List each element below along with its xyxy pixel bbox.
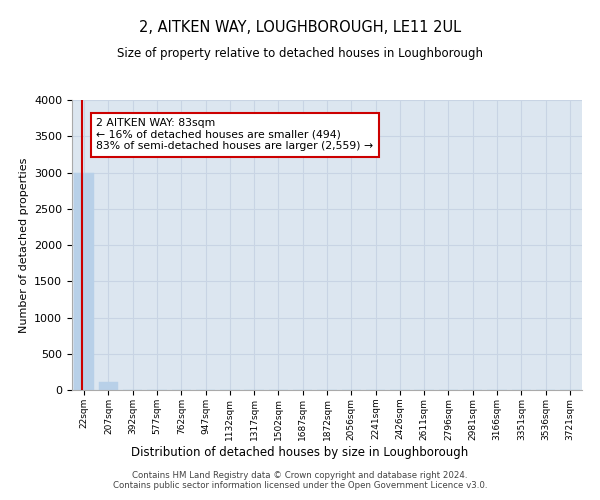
Text: Distribution of detached houses by size in Loughborough: Distribution of detached houses by size … xyxy=(131,446,469,459)
Y-axis label: Number of detached properties: Number of detached properties xyxy=(19,158,29,332)
Text: Contains HM Land Registry data © Crown copyright and database right 2024.
Contai: Contains HM Land Registry data © Crown c… xyxy=(113,470,487,490)
Text: 2, AITKEN WAY, LOUGHBOROUGH, LE11 2UL: 2, AITKEN WAY, LOUGHBOROUGH, LE11 2UL xyxy=(139,20,461,35)
Text: Size of property relative to detached houses in Loughborough: Size of property relative to detached ho… xyxy=(117,48,483,60)
Bar xyxy=(74,172,94,390)
Text: 2 AITKEN WAY: 83sqm
← 16% of detached houses are smaller (494)
83% of semi-detac: 2 AITKEN WAY: 83sqm ← 16% of detached ho… xyxy=(96,118,373,152)
Bar xyxy=(99,382,118,390)
